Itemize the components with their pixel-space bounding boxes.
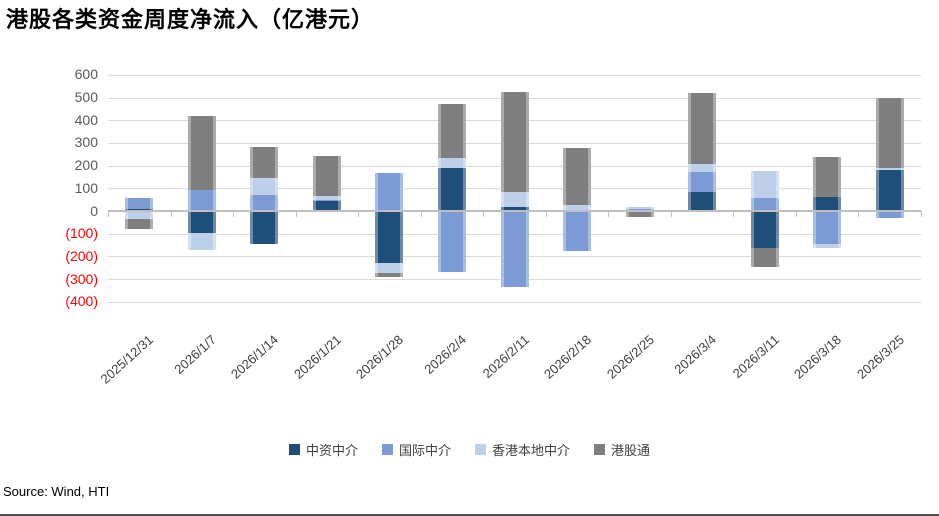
bar-segment bbox=[250, 211, 279, 245]
bar-segment bbox=[500, 206, 529, 211]
legend-swatch bbox=[381, 444, 393, 455]
bar-segment bbox=[500, 91, 529, 192]
y-tick-label: 200 bbox=[74, 157, 98, 174]
bar-segment bbox=[813, 157, 842, 197]
bar-segment bbox=[312, 199, 341, 201]
bar-segment bbox=[312, 195, 341, 200]
legend-item: 香港本地中介 bbox=[475, 440, 570, 459]
bar-segment bbox=[437, 211, 466, 273]
bar-segment bbox=[625, 206, 654, 210]
bar-segment bbox=[563, 205, 592, 211]
bar-segment bbox=[688, 164, 717, 172]
y-tick-label: 600 bbox=[74, 66, 98, 83]
category-tick bbox=[795, 211, 797, 217]
category-tick bbox=[670, 211, 672, 217]
bar-segment bbox=[437, 167, 466, 211]
category-tick bbox=[545, 211, 547, 217]
legend-item: 中资中介 bbox=[288, 440, 358, 459]
bar-segment bbox=[688, 93, 717, 164]
category-tick bbox=[233, 211, 235, 217]
source-text: Source: Wind, HTI bbox=[3, 484, 110, 499]
legend-label: 港股通 bbox=[611, 443, 651, 458]
bar-segment bbox=[625, 212, 654, 217]
bar-segment bbox=[250, 146, 279, 178]
y-tick-label: 400 bbox=[74, 111, 98, 128]
gridline bbox=[108, 301, 921, 303]
y-tick-label: (300) bbox=[65, 270, 98, 287]
bar-segment bbox=[875, 97, 904, 168]
bar-segment bbox=[500, 211, 529, 288]
category-tick bbox=[858, 211, 860, 217]
category-tick bbox=[483, 211, 485, 217]
legend-label: 中资中介 bbox=[305, 443, 358, 458]
category-tick bbox=[295, 211, 297, 217]
bar-segment bbox=[187, 233, 216, 251]
bar-segment bbox=[312, 155, 341, 196]
y-tick-label: (200) bbox=[65, 247, 98, 264]
bar-segment bbox=[750, 211, 779, 249]
y-tick-label: 500 bbox=[74, 89, 98, 105]
bar-segment bbox=[875, 170, 904, 211]
gridline bbox=[108, 74, 921, 76]
bar-segment bbox=[125, 218, 154, 230]
bar-segment bbox=[813, 243, 842, 249]
category-tick bbox=[921, 211, 922, 217]
legend-item: 港股通 bbox=[594, 440, 650, 459]
bar-segment bbox=[875, 167, 904, 171]
y-tick-label: 100 bbox=[74, 179, 98, 196]
bar-segment bbox=[500, 191, 529, 207]
y-tick-label: 300 bbox=[74, 134, 98, 151]
legend-label: 香港本地中介 bbox=[492, 443, 571, 458]
chart-legend: 中资中介 国际中介 香港本地中介 港股通 bbox=[0, 440, 939, 459]
bar-segment bbox=[750, 171, 779, 199]
bar-segment bbox=[312, 200, 341, 211]
y-tick-label: (100) bbox=[65, 225, 98, 242]
bar-segment bbox=[437, 104, 466, 159]
bar-segment bbox=[563, 211, 592, 251]
bar-segment bbox=[750, 198, 779, 211]
bar-segment bbox=[563, 148, 592, 206]
category-tick bbox=[420, 211, 422, 217]
chart-title: 港股各类资金周度净流入（亿港元） bbox=[6, 7, 375, 32]
y-tick-label: (400) bbox=[65, 293, 98, 310]
bar-segment bbox=[813, 196, 842, 211]
bar-segment bbox=[750, 248, 779, 267]
category-tick bbox=[733, 211, 735, 217]
bar-segment bbox=[375, 273, 404, 277]
bar-segment bbox=[187, 211, 216, 234]
category-tick bbox=[108, 211, 109, 217]
category-tick bbox=[358, 211, 360, 217]
bar-segment bbox=[250, 177, 279, 196]
bar-segment bbox=[688, 191, 717, 211]
bar-segment bbox=[125, 198, 154, 210]
bar-segment bbox=[375, 173, 404, 211]
bar-segment bbox=[375, 263, 404, 274]
legend-swatch bbox=[288, 444, 300, 455]
bar-segment bbox=[187, 189, 216, 211]
legend-swatch bbox=[594, 444, 606, 455]
bar-segment bbox=[437, 158, 466, 168]
category-tick bbox=[170, 211, 172, 217]
y-tick-label: 0 bbox=[90, 202, 98, 219]
zero-axis-line bbox=[108, 210, 921, 212]
bar-segment bbox=[250, 195, 279, 211]
category-tick bbox=[608, 211, 610, 217]
bar-segment bbox=[813, 211, 842, 244]
legend-label: 国际中介 bbox=[398, 443, 451, 458]
bar-segment bbox=[375, 211, 404, 264]
legend-item: 国际中介 bbox=[381, 440, 451, 459]
bar-segment bbox=[125, 211, 154, 219]
legend-swatch bbox=[475, 444, 486, 455]
bar-segment bbox=[187, 115, 216, 190]
bar-segment bbox=[875, 211, 904, 218]
bar-segment bbox=[688, 171, 717, 192]
